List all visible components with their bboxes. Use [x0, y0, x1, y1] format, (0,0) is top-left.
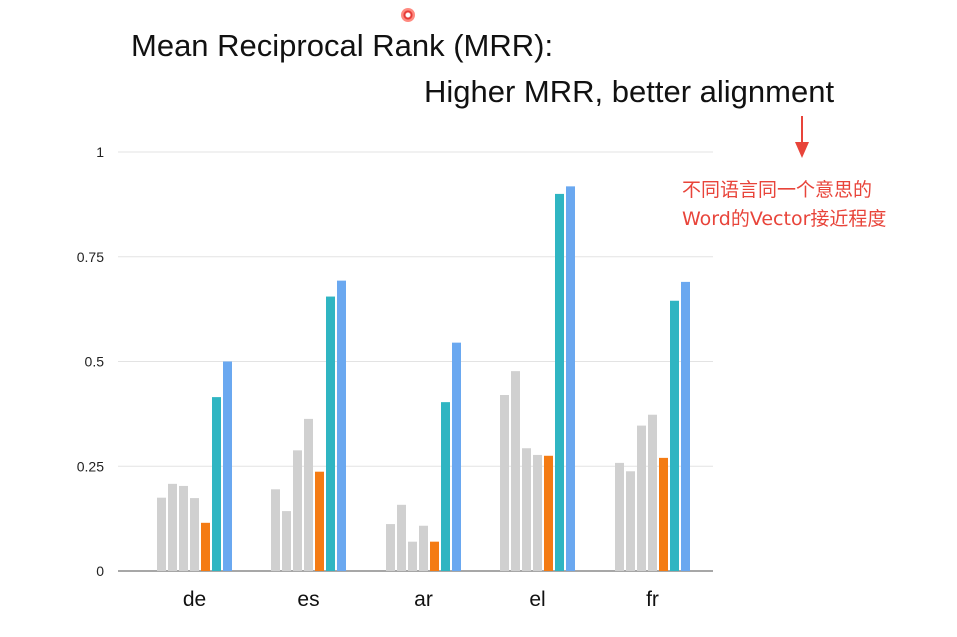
bar — [670, 300, 679, 571]
bar — [337, 280, 346, 571]
bar — [201, 522, 210, 571]
bar — [293, 450, 302, 571]
x-category-label: de — [183, 588, 206, 611]
bar — [157, 497, 166, 571]
bar — [522, 448, 531, 571]
down-arrow-icon — [795, 116, 809, 158]
bar — [179, 485, 188, 571]
bar — [452, 342, 461, 571]
bar — [615, 462, 624, 571]
bar — [282, 511, 291, 571]
bar — [544, 455, 553, 571]
x-category-label: el — [529, 588, 545, 611]
bar — [511, 371, 520, 571]
bar — [659, 457, 668, 571]
bar — [190, 498, 199, 571]
bar — [441, 402, 450, 571]
bar — [681, 281, 690, 571]
bar — [212, 397, 221, 571]
annotation-line1: 不同语言同一个意思的 — [682, 179, 873, 201]
annotation-note: 不同语言同一个意思的 Word的Vector接近程度 — [682, 176, 886, 234]
bar — [408, 541, 417, 571]
x-category-label: ar — [414, 588, 433, 611]
cursor-pointer-dot — [401, 8, 415, 22]
bar — [533, 454, 542, 571]
bar — [626, 471, 635, 571]
bar — [271, 489, 280, 571]
bar — [419, 525, 428, 571]
y-tick-label: 0.25 — [77, 458, 104, 474]
bar — [430, 541, 439, 571]
bar — [326, 296, 335, 571]
bar — [304, 418, 313, 571]
annotation-line2: Word的Vector接近程度 — [682, 208, 887, 230]
bar — [397, 504, 406, 571]
y-tick-label: 0 — [96, 563, 104, 579]
y-tick-label: 0.5 — [85, 354, 105, 370]
x-category-label: fr — [646, 588, 659, 611]
y-tick-label: 1 — [96, 144, 104, 160]
bar — [223, 361, 232, 571]
bar — [637, 425, 646, 571]
bar — [168, 483, 177, 571]
bar — [500, 395, 509, 571]
chart-title-line1: Mean Reciprocal Rank (MRR): — [131, 28, 554, 63]
bar — [315, 471, 324, 571]
chart-title-line2: Higher MRR, better alignment — [424, 74, 835, 109]
y-tick-label: 0.75 — [77, 249, 104, 265]
bar — [386, 524, 395, 571]
bar — [566, 186, 575, 571]
x-category-label: es — [297, 588, 319, 611]
bar — [555, 193, 564, 571]
bar — [648, 414, 657, 571]
